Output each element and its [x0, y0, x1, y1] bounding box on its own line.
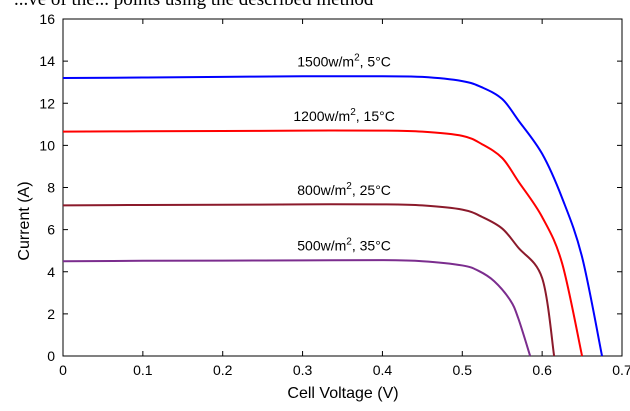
- x-tick-label: 0.3: [293, 362, 313, 378]
- clipped-caption-text: ...ve of the... points using the describ…: [14, 0, 373, 11]
- x-tick-label: 0.4: [373, 362, 393, 378]
- y-axis-label: Current (A): [16, 181, 33, 260]
- x-tick-label: 0: [59, 362, 67, 378]
- y-tick-label: 2: [47, 306, 55, 322]
- series-label: 1500w/m2, 5°C: [297, 52, 391, 69]
- x-axis-label: Cell Voltage (V): [287, 385, 398, 402]
- x-tick-label: 0.1: [133, 362, 153, 378]
- x-tick-label: 0.7: [612, 362, 630, 378]
- y-tick-label: 10: [39, 137, 55, 153]
- y-tick-label: 14: [39, 53, 55, 69]
- x-tick-label: 0.5: [453, 362, 473, 378]
- y-tick-label: 8: [47, 180, 55, 196]
- series-layer: [62, 75, 604, 357]
- series-line: [62, 259, 532, 357]
- y-tick-label: 4: [47, 264, 55, 280]
- series-label: 800w/m2, 25°C: [297, 181, 391, 198]
- series-line: [62, 203, 556, 357]
- series-line: [62, 129, 584, 357]
- series-label: 1200w/m2, 15°C: [293, 107, 394, 124]
- x-tick-label: 0.2: [213, 362, 233, 378]
- x-tick-label: 0.6: [532, 362, 552, 378]
- y-tick-label: 0: [47, 348, 55, 364]
- clipped-caption: ...ve of the... points using the describ…: [0, 0, 630, 14]
- y-tick-label: 16: [39, 11, 55, 27]
- labels-layer: 1500w/m2, 5°C 1200w/m2, 15°C 800w/m2, 25°C…: [293, 52, 394, 253]
- y-tick-label: 12: [39, 95, 55, 111]
- series-label: 500w/m2, 35°C: [297, 237, 391, 254]
- axes-layer: 0 0.1 0.2 0.3 0.4 0.5 0.6 0.7 0 2 4 6 8 10 12 14 16: [39, 11, 630, 378]
- y-tick-label: 6: [47, 222, 55, 238]
- series-line: [62, 75, 604, 357]
